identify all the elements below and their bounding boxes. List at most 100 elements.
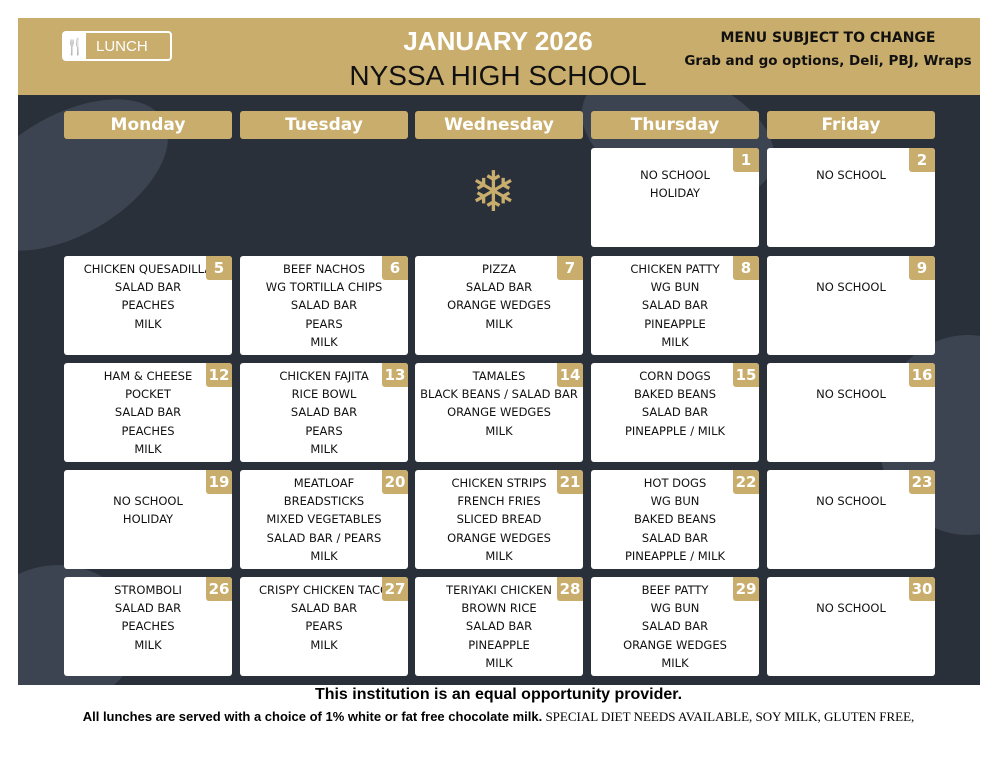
day-header-monday: Monday [64,111,232,139]
date-badge: 2 [909,148,935,172]
date-badge: 8 [733,256,759,280]
menu-item: PEACHES [121,619,175,634]
menu-item: TAMALES [472,369,526,383]
menu-item: MILK [134,441,162,456]
lunch-logo: 🍴 LUNCH [62,31,172,61]
menu-item: BAKED BEANS [634,512,716,527]
date-badge: 1 [733,148,759,172]
day-header-tuesday: Tuesday [240,111,408,139]
menu-item: MIXED VEGETABLES [266,512,382,527]
menu-item: NO SCHOOL [816,280,886,294]
menu-item: HOLIDAY [122,512,174,527]
date-badge: 22 [733,470,759,494]
date-badge: 9 [909,256,935,280]
menu-item: MILK [310,334,338,349]
date-badge: 15 [733,363,759,387]
menu-item: PEACHES [121,298,175,313]
menu-item: ORANGE WEDGES [447,405,551,420]
menu-item: SALAD BAR [641,298,709,313]
milk-statement: All lunches are served with a choice of … [40,708,957,725]
menu-item: ORANGE WEDGES [623,637,727,652]
day-cell: CHICKEN QUESADILLA SALAD BAR PEACHES MILK 5 [64,256,232,355]
date-badge: 13 [382,363,408,387]
day-cell: HOT DOGS WG BUN BAKED BEANS SALAD BAR PINEAP… [591,470,759,569]
day-cell: TERIYAKI CHICKEN BROWN RICE SALAD BAR PINEA… [415,577,583,676]
day-header-thursday: Thursday [591,111,759,139]
day-cell: STROMBOLI SALAD BAR PEACHES MILK 26 [64,577,232,676]
fork-icon: 🍴 [64,33,86,59]
menu-item: NO SCHOOL [816,601,886,615]
menu-item: HAM & CHEESE [103,369,193,383]
day-cell: BEEF PATTY WG BUN SALAD BAR ORANGE WEDGES MI… [591,577,759,676]
menu-item: PINEAPPLE / MILK [624,423,726,438]
menu-item: HOLIDAY [649,186,701,201]
menu-item: NO SCHOOL [816,494,886,508]
school-title: NYSSA HIGH SCHOOL [349,60,647,91]
menu-item: NO SCHOOL [816,168,886,182]
menu-item: PINEAPPLE [644,316,706,331]
menu-item: FRENCH FRIES [457,494,541,509]
menu-item: CRISPY CHICKEN TACO [258,583,390,597]
special-diet-note: SPECIAL DIET NEEDS AVAILABLE, SOY MILK, … [542,709,915,724]
date-badge: 19 [206,470,232,494]
menu-item: MILK [134,316,162,331]
menu-item: BREADSTICKS [283,494,365,509]
menu-item: SALAD BAR [114,280,182,295]
header-banner: 🍴 LUNCH JANUARY 2026 NYSSA HIGH SCHOOL M… [18,18,980,95]
menu-item: STROMBOLI [114,583,182,597]
day-cell: CHICKEN STRIPS FRENCH FRIES SLICED BREAD OR… [415,470,583,569]
menu-item: BROWN RICE [461,601,537,616]
calendar-panel: Monday Tuesday Wednesday Thursday Friday ❄ NO … [18,95,980,685]
menu-item: SALAD BAR [465,619,533,634]
menu-item: PEARS [305,423,343,438]
menu-item: WG BUN [650,280,700,295]
menu-item: MILK [485,548,513,563]
logo-label: LUNCH [96,37,148,55]
menu-item: MILK [661,655,689,670]
menu-options: Grab and go options, Deli, PBJ, Wraps [684,53,972,69]
menu-item: MILK [310,441,338,456]
menu-item: ORANGE WEDGES [447,530,551,545]
menu-item: SLICED BREAD [456,512,542,527]
date-badge: 23 [909,470,935,494]
date-badge: 26 [206,577,232,601]
day-cell: CHICKEN FAJITA RICE BOWL SALAD BAR PEARS MIL… [240,363,408,462]
date-badge: 21 [557,470,583,494]
menu-item: PINEAPPLE / MILK [624,548,726,563]
menu-item: MILK [310,637,338,652]
menu-item: PEARS [305,316,343,331]
menu-item: PEARS [305,619,343,634]
menu-notice: MENU SUBJECT TO CHANGE [720,30,936,46]
date-badge: 16 [909,363,935,387]
date-badge: 5 [206,256,232,280]
menu-item: WG BUN [650,601,700,616]
snowflake-icon: ❄ [470,160,517,225]
menu-item: BAKED BEANS [634,387,716,402]
day-cell: NO SCHOOL 23 [767,470,935,569]
menu-item: BLACK BEANS / SALAD BAR [420,387,578,402]
date-badge: 12 [206,363,232,387]
menu-item: NO SCHOOL [816,387,886,401]
milk-note: All lunches are served with a choice of … [82,709,543,724]
menu-item: SALAD BAR [641,530,709,545]
menu-item: NO SCHOOL [640,168,710,182]
menu-item: HOT DOGS [643,476,707,490]
menu-item: MILK [661,334,689,349]
day-cell: HAM & CHEESE POCKET SALAD BAR PEACHES MILK 12 [64,363,232,462]
date-badge: 6 [382,256,408,280]
day-cell: BEEF NACHOS WG TORTILLA CHIPS SALAD BAR PEA… [240,256,408,355]
menu-item: MILK [134,637,162,652]
month-title: JANUARY 2026 [403,26,593,56]
menu-item: SALAD BAR [290,298,358,313]
menu-item: ORANGE WEDGES [447,298,551,313]
menu-item: MEATLOAF [293,476,355,490]
menu-item: NO SCHOOL [113,494,183,508]
day-cell: CRISPY CHICKEN TACO SALAD BAR PEARS MILK 27 [240,577,408,676]
day-cell: NO SCHOOL 30 [767,577,935,676]
menu-item: CORN DOGS [639,369,711,383]
menu-item: RICE BOWL [291,387,357,402]
menu-item: CHICKEN QUESADILLA [83,262,213,276]
menu-item: PIZZA [482,262,516,276]
menu-item: MILK [485,423,513,438]
menu-item: PEACHES [121,423,175,438]
